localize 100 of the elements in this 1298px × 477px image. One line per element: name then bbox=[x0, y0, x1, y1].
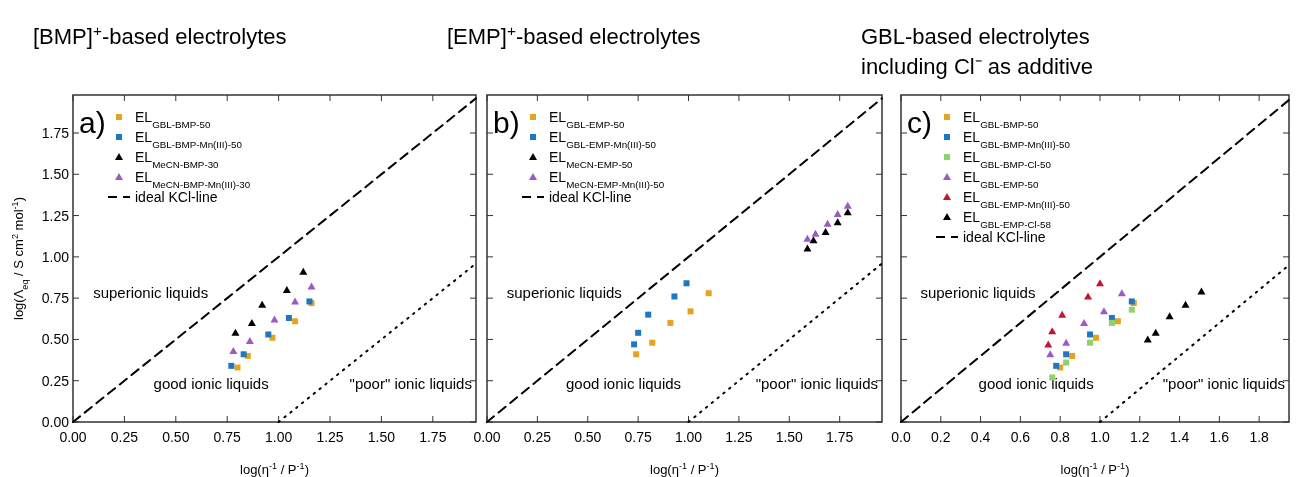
point bbox=[631, 341, 638, 348]
x-tick-label: 1.8 bbox=[1249, 429, 1270, 445]
legend-label: EL$_{GBL-BMP-50}$ bbox=[135, 109, 211, 130]
point bbox=[821, 228, 830, 236]
chart-title: [BMP]$^{+}$-based electrolytes bbox=[33, 21, 287, 49]
x-tick-label: 0.00 bbox=[473, 429, 501, 445]
y-tick-label: 0.50 bbox=[41, 331, 70, 348]
y-tick-label: 1.50 bbox=[41, 166, 70, 183]
point bbox=[285, 314, 292, 321]
point bbox=[307, 282, 316, 290]
point bbox=[245, 337, 254, 345]
x-tick-label: 1.25 bbox=[725, 429, 753, 445]
point bbox=[1181, 300, 1190, 308]
point bbox=[1062, 338, 1071, 346]
legend-label: EL$_{GBL-EMP-Cl-58}$ bbox=[963, 209, 1052, 230]
legend-label: EL$_{MeCN-EMP-Mn(III)-50}$ bbox=[549, 169, 665, 190]
point bbox=[247, 318, 256, 326]
point bbox=[234, 364, 241, 371]
point bbox=[1087, 331, 1094, 338]
point bbox=[1053, 362, 1060, 369]
point bbox=[1117, 289, 1126, 297]
x-tick-label: 1.50 bbox=[367, 429, 396, 445]
y-tick-label: 0.00 bbox=[41, 414, 70, 430]
x-tick-label: 0.75 bbox=[624, 429, 652, 445]
annotation: a) bbox=[79, 106, 106, 139]
annotation: "poor" ionic liquids bbox=[349, 374, 472, 392]
point bbox=[1108, 319, 1115, 326]
y-tick-label: 0.75 bbox=[41, 290, 70, 307]
legend-label: EL$_{GBL-EMP-Mn(III)-50}$ bbox=[549, 129, 657, 150]
x-tick-label: 1.2 bbox=[1130, 429, 1150, 445]
annotation: superionic liquids bbox=[93, 284, 209, 302]
point bbox=[803, 244, 812, 252]
point bbox=[282, 285, 291, 293]
point bbox=[229, 346, 238, 354]
legend-label: EL$_{MeCN-BMP-30}$ bbox=[135, 149, 220, 170]
point bbox=[843, 201, 852, 209]
point bbox=[843, 208, 852, 216]
x-tick-label: 1.75 bbox=[419, 429, 447, 445]
x-tick-label: 0.8 bbox=[1050, 429, 1071, 445]
y-tick-label: 1.00 bbox=[41, 248, 70, 265]
point bbox=[635, 329, 642, 336]
point bbox=[1114, 318, 1121, 325]
legend-label: ideal KCl-line bbox=[135, 189, 218, 205]
point bbox=[1069, 352, 1076, 359]
point bbox=[683, 280, 690, 287]
x-tick-label: 0.2 bbox=[931, 429, 951, 445]
point bbox=[833, 209, 842, 217]
annotation: c) bbox=[907, 106, 932, 139]
annotation: good ionic liquids bbox=[153, 374, 269, 392]
x-axis-title: log(η$^{-1}$ / P$^{-1}$) bbox=[650, 461, 719, 477]
point bbox=[1063, 351, 1070, 358]
point bbox=[705, 290, 712, 297]
point bbox=[265, 331, 272, 338]
annotation: superionic liquids bbox=[920, 284, 1036, 302]
x-tick-label: 1.00 bbox=[264, 429, 293, 445]
point bbox=[649, 339, 656, 346]
annotation: superionic liquids bbox=[506, 284, 622, 302]
annotation: "poor" ionic liquids bbox=[755, 374, 879, 392]
point bbox=[1092, 334, 1099, 341]
point bbox=[687, 308, 694, 315]
point bbox=[803, 234, 812, 242]
point bbox=[292, 318, 299, 325]
x-tick-label: 0.4 bbox=[970, 429, 991, 445]
point bbox=[1087, 339, 1094, 346]
point bbox=[258, 300, 267, 308]
point bbox=[633, 351, 640, 358]
x-tick-label: 1.75 bbox=[826, 429, 854, 445]
x-tick-label: 1.0 bbox=[1090, 429, 1110, 445]
legend-label: EL$_{GBL-EMP-50}$ bbox=[963, 169, 1039, 190]
legend-label: EL$_{GBL-EMP-Mn(III)-50}$ bbox=[963, 189, 1071, 210]
chart-title: [EMP]$^{+}$-based electrolytes bbox=[447, 21, 701, 49]
point bbox=[299, 267, 308, 275]
point bbox=[1095, 279, 1104, 287]
point bbox=[228, 362, 235, 369]
point bbox=[833, 218, 842, 226]
y-tick-label: 0.25 bbox=[41, 372, 70, 389]
legend-label: EL$_{GBL-BMP-Mn(III)-50}$ bbox=[135, 129, 243, 150]
point bbox=[823, 219, 832, 227]
legend-label: ideal KCl-line bbox=[963, 229, 1046, 245]
x-tick-label: 1.6 bbox=[1209, 429, 1230, 445]
point bbox=[1128, 306, 1135, 313]
point bbox=[231, 328, 240, 336]
point bbox=[240, 351, 247, 358]
annotation: "poor" ionic liquids bbox=[1162, 374, 1286, 392]
legend-label: ideal KCl-line bbox=[549, 189, 632, 205]
x-tick-label: 0.50 bbox=[162, 429, 190, 445]
x-tick-label: 1.25 bbox=[316, 429, 344, 445]
point bbox=[811, 229, 820, 237]
x-axis-title: log(η$^{-1}$ / P$^{-1}$) bbox=[240, 461, 309, 477]
y-tick-label: 1.25 bbox=[41, 207, 70, 224]
x-tick-label: 0.0 bbox=[891, 429, 911, 445]
x-axis-title: log(η$^{-1}$ / P$^{-1}$) bbox=[1060, 461, 1130, 477]
annotation: good ionic liquids bbox=[978, 374, 1094, 392]
x-tick-label: 0.25 bbox=[523, 429, 552, 445]
y-tick-label: 1.75 bbox=[41, 124, 70, 141]
legend-label: EL$_{MeCN-EMP-50}$ bbox=[549, 149, 634, 170]
point bbox=[645, 311, 652, 318]
point bbox=[1063, 359, 1070, 366]
point bbox=[671, 293, 678, 300]
x-tick-label: 0.50 bbox=[574, 429, 602, 445]
